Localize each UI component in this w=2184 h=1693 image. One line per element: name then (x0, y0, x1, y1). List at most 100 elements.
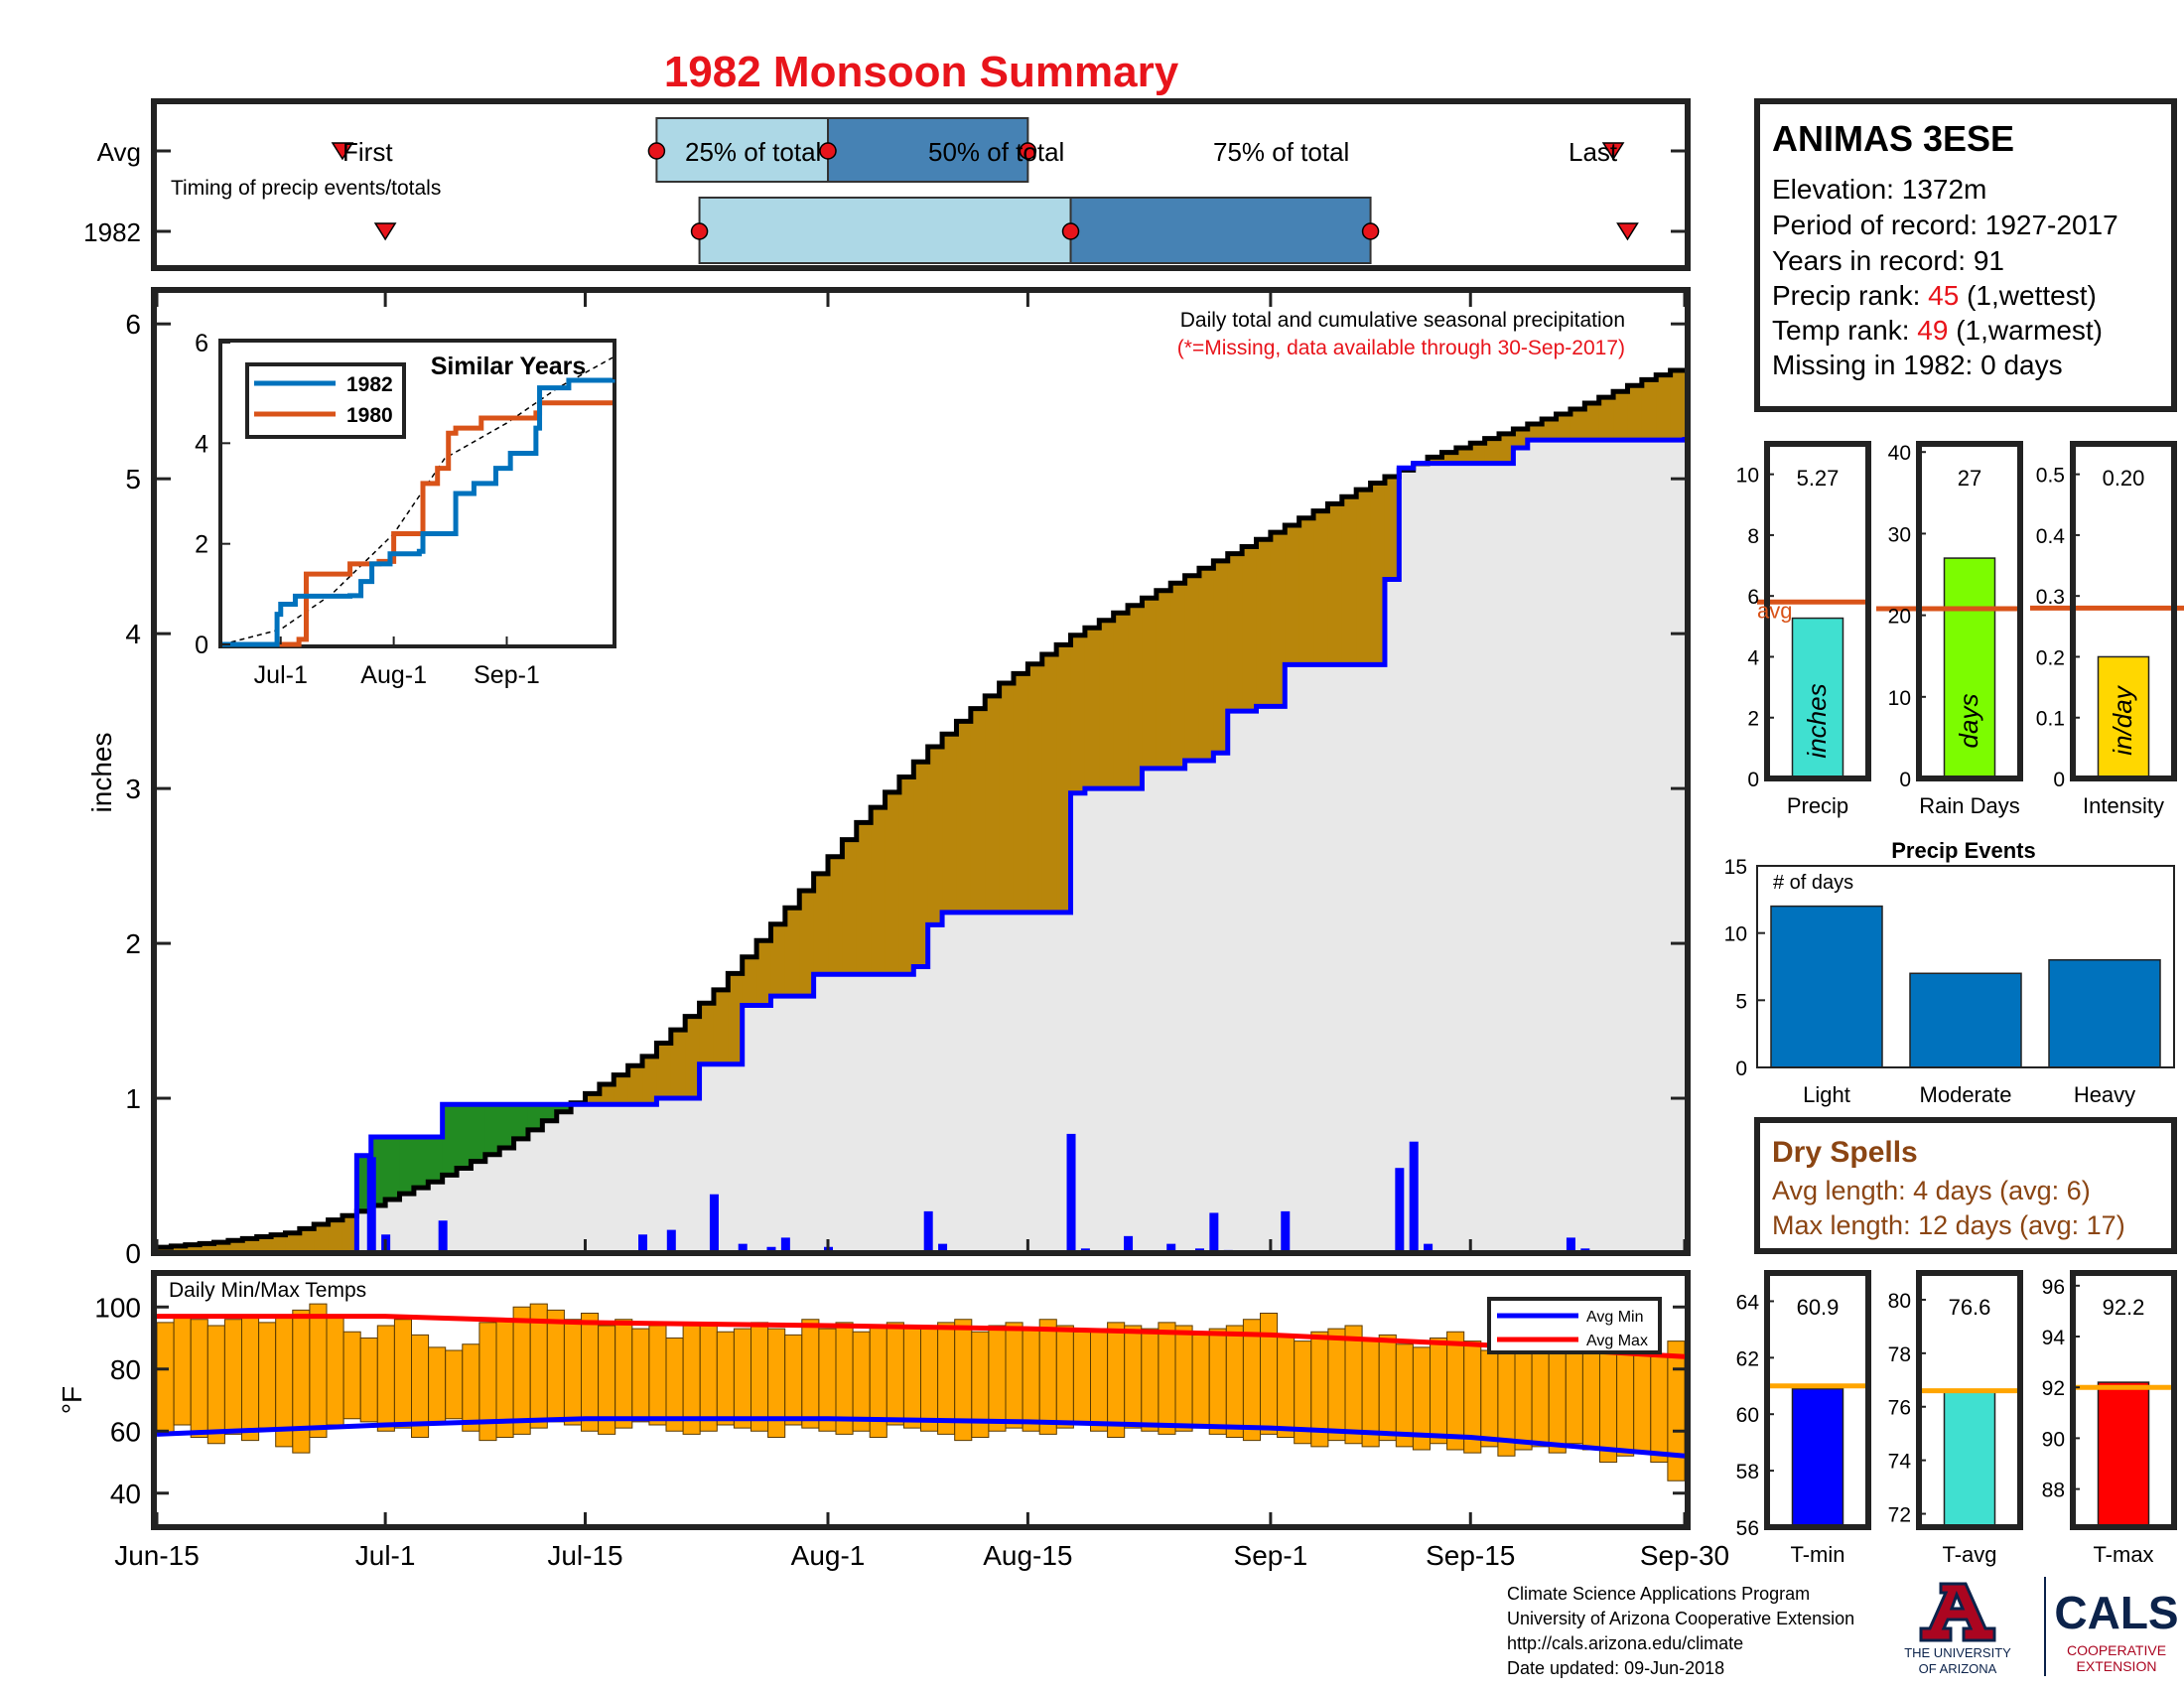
cumulative-below-avg-area (1042, 654, 1057, 913)
daily-temp-bar (1108, 1323, 1125, 1438)
cumulative-above-area (1671, 293, 1686, 370)
legend-label-avg-min: Avg Min (1586, 1309, 1644, 1326)
daily-temp-bar (513, 1307, 530, 1434)
cumulative-above-area (971, 293, 986, 709)
daily-temp-bar (1447, 1332, 1464, 1450)
cumulative-above-avg-area (400, 1137, 415, 1194)
footer-line3: http://cals.arizona.edu/climate (1507, 1633, 1743, 1653)
t-avg-ytick-label: 76 (1888, 1397, 1911, 1420)
t-max-ytick-label: 92 (2042, 1377, 2065, 1400)
events-annotation: # of days (1773, 872, 1853, 894)
cumulative-above-area (685, 293, 700, 1017)
cumulative-ytick-label: 1 (125, 1083, 141, 1114)
cumulative-ytick-label: 3 (125, 774, 141, 804)
cumulative-ytick-label: 4 (125, 619, 141, 649)
daily-temp-bar (1345, 1326, 1362, 1444)
event-category-label: Moderate (1920, 1082, 2012, 1107)
dry-spells-title: Dry Spells (1772, 1136, 1918, 1169)
temp-ytick-label: 80 (110, 1354, 141, 1385)
station-info-box: ANIMAS 3ESE Elevation: 1372m Period of r… (1757, 101, 2174, 409)
cumulative-above-avg-area (385, 1137, 400, 1199)
label-75pct: 75% of total (1213, 137, 1349, 167)
daily-temp-bar (582, 1314, 599, 1432)
daily-temp-bar (1006, 1323, 1023, 1428)
daily-temp-bar (734, 1329, 751, 1428)
daily-temp-bar (327, 1317, 343, 1425)
cumulative-above-area (656, 293, 671, 1044)
cumulative-below-avg-area (1014, 673, 1028, 913)
daily-temp-bar (1226, 1326, 1243, 1438)
rain-days-xlabel: Rain Days (1919, 793, 2019, 818)
cumulative-above-area (1199, 293, 1214, 568)
cumulative-above-area (1071, 293, 1086, 635)
precip-total-ytick-label: 0 (1747, 769, 1759, 791)
cumulative-below-avg-area (971, 709, 986, 913)
daily-temp-bar (1481, 1350, 1498, 1447)
daily-temp-bar (1396, 1344, 1413, 1447)
cumulative-above-area (1000, 293, 1015, 683)
precip-rank-note: (1,wettest) (1959, 280, 2096, 311)
daily-precip-bar (1410, 1142, 1419, 1253)
cumulative-above-area (1114, 293, 1129, 613)
temp-rank-value: 49 (1917, 315, 1948, 346)
legend-label-avg-max: Avg Max (1586, 1333, 1648, 1349)
t-avg-ytick-label: 78 (1888, 1343, 1911, 1366)
daily-temp-bar (343, 1332, 360, 1419)
station-elevation: Elevation: 1372m (1772, 174, 1986, 205)
cumulative-below-avg-area (1099, 621, 1114, 788)
cumulative-above-area (1142, 293, 1157, 598)
figure-title: 1982 Monsoon Summary (664, 48, 1179, 96)
daily-temp-bar (429, 1347, 446, 1425)
inset-ytick-label: 0 (195, 632, 208, 659)
precip-total-avg-label: avg (1757, 598, 1792, 623)
t-max-ytick-label: 90 (2042, 1428, 2065, 1451)
cumulative-below-avg-area (928, 747, 943, 924)
cumulative-above-area (642, 293, 657, 1057)
cumulative-below-avg-area (886, 792, 900, 974)
cumulative-above-area (942, 293, 957, 734)
cumulative-above-area (1185, 293, 1200, 576)
precip-total-ytick-label: 8 (1747, 525, 1759, 548)
cumulative-below-avg-area (956, 721, 971, 912)
daily-temp-bar (921, 1329, 938, 1431)
cumulative-below-avg-area (1071, 635, 1086, 793)
rain-days-ytick-label: 30 (1888, 523, 1911, 546)
intensity-ytick-label: 0.4 (2036, 525, 2066, 548)
cumulative-below-avg-area (857, 822, 872, 974)
legend-label-1982: 1982 (346, 373, 393, 396)
daily-temp-bar (310, 1304, 327, 1437)
intensity-ytick-label: 0.1 (2036, 708, 2065, 731)
intensity-value-label: 0.20 (2103, 466, 2145, 491)
cumulative-below-avg-area (1170, 583, 1185, 769)
daily-temp-bar (1261, 1314, 1278, 1435)
t-max-xlabel: T-max (2093, 1542, 2153, 1567)
date-axis-label: Sep-1 (1234, 1540, 1308, 1571)
daily-temp-bar (1278, 1335, 1295, 1437)
cumulative-above-area (728, 293, 743, 973)
daily-temp-bar (632, 1329, 649, 1422)
daily-precip-bar (924, 1211, 933, 1253)
events-ytick-label: 10 (1724, 923, 1747, 946)
intensity-xlabel: Intensity (2083, 793, 2164, 818)
daily-temp-bar (1073, 1332, 1090, 1425)
cumulative-above-area (1627, 293, 1642, 385)
intensity-ytick-label: 0.2 (2036, 646, 2065, 669)
legend-label-1980: 1980 (346, 404, 393, 427)
cumulative-below-avg-area (1128, 606, 1143, 788)
rain-days-ytick-label: 40 (1888, 442, 1911, 465)
timing-row-label-avg: Avg (97, 137, 141, 167)
date-axis-label: Sep-30 (1640, 1540, 1729, 1571)
daily-temp-bar (751, 1323, 768, 1431)
daily-temp-bar (989, 1326, 1006, 1431)
temp-title: Daily Min/Max Temps (169, 1279, 366, 1302)
cumulative-below-avg-area (1157, 591, 1171, 769)
station-precip-rank: Precip rank: 45 (1,wettest) (1772, 280, 2097, 311)
intensity-bar-text: in/day (2108, 684, 2137, 755)
cumulative-above-area (842, 293, 857, 840)
rain-days-ytick-label: 0 (1899, 769, 1911, 791)
cumulative-above-area (913, 293, 928, 762)
ua-logo-line2: OF ARIZONA (1919, 1661, 1997, 1676)
